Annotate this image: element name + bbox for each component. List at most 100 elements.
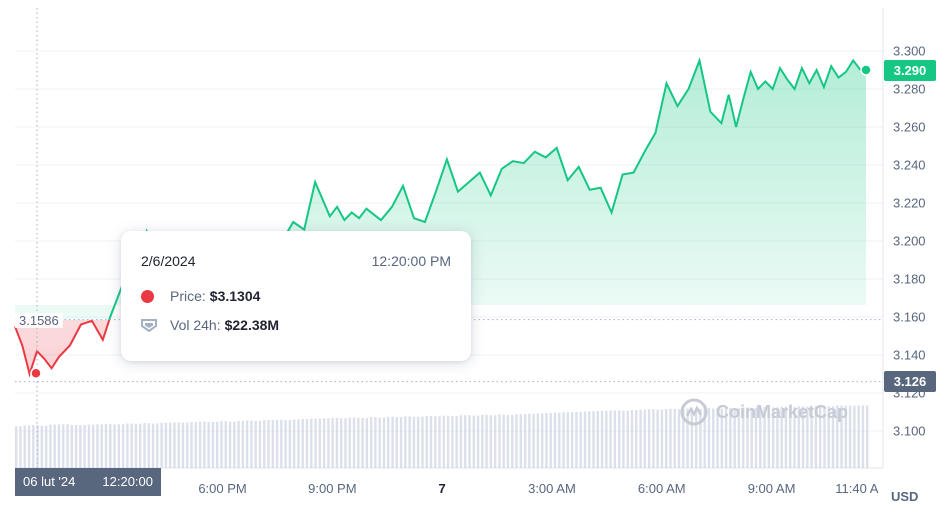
volume-bar bbox=[506, 414, 510, 468]
volume-bar bbox=[660, 409, 664, 468]
volume-bar bbox=[519, 414, 523, 468]
volume-bar bbox=[318, 418, 322, 468]
x-tick-label: 11:40 A bbox=[835, 481, 878, 496]
volume-bar bbox=[211, 422, 215, 468]
volume-bar bbox=[365, 417, 369, 468]
volume-bar bbox=[186, 422, 189, 468]
volume-bar bbox=[746, 407, 749, 468]
volume-bar bbox=[729, 407, 732, 468]
volume-bar bbox=[96, 424, 99, 468]
volume-bar bbox=[840, 405, 843, 468]
volume-bar bbox=[665, 408, 668, 468]
volume-bar bbox=[806, 406, 809, 468]
volume-bar bbox=[151, 423, 155, 468]
volume-bar bbox=[451, 416, 454, 468]
volume-bar bbox=[399, 417, 403, 468]
x-axis: 6:00 PM 9:00 PM 7 3:00 AM 6:00 AM 9:00 AM 11:4… bbox=[198, 481, 878, 496]
y-tick-label: 3.220 bbox=[893, 196, 926, 211]
volume-bar bbox=[19, 426, 22, 468]
x-tick-label: 9:00 AM bbox=[748, 481, 796, 496]
volume-bar bbox=[271, 420, 274, 468]
volume-bar bbox=[352, 417, 356, 468]
volume-bar bbox=[814, 405, 818, 468]
volume-bar bbox=[344, 418, 347, 468]
volume-bar bbox=[83, 425, 86, 468]
volume-bar bbox=[605, 410, 608, 468]
price-dot-icon bbox=[141, 289, 154, 303]
volume-bar bbox=[707, 408, 711, 468]
volume-bar bbox=[699, 408, 702, 468]
volume-bar bbox=[27, 425, 31, 468]
volume-bar bbox=[622, 410, 625, 468]
volume-bar bbox=[754, 407, 758, 468]
volume-bars bbox=[15, 405, 869, 468]
volume-bar bbox=[455, 416, 458, 468]
volume-bar bbox=[759, 407, 762, 468]
volume-bar bbox=[425, 416, 428, 468]
volume-bar bbox=[592, 411, 595, 468]
volume-bar bbox=[408, 416, 411, 468]
volume-bar bbox=[104, 423, 108, 468]
volume-bar bbox=[853, 405, 856, 468]
x-tick-label: 3:00 AM bbox=[528, 481, 576, 496]
volume-bar bbox=[570, 412, 574, 468]
volume-bar bbox=[361, 417, 364, 468]
volume-icon bbox=[141, 319, 157, 332]
volume-bar bbox=[62, 424, 65, 468]
volume-bar bbox=[823, 405, 826, 468]
volume-bar bbox=[600, 410, 604, 468]
volume-bar bbox=[493, 415, 497, 468]
volume-bar bbox=[635, 410, 638, 468]
volume-bar bbox=[23, 425, 26, 468]
price-area-down bbox=[15, 320, 110, 374]
volume-bar bbox=[639, 409, 642, 468]
volume-bar bbox=[831, 406, 835, 468]
volume-bar bbox=[267, 420, 270, 468]
volume-bar bbox=[549, 413, 552, 468]
volume-bar bbox=[438, 416, 441, 468]
volume-bar bbox=[750, 407, 753, 468]
volume-bar bbox=[181, 422, 185, 468]
volume-bar bbox=[391, 416, 394, 468]
tooltip-volume-label: Vol 24h: bbox=[170, 317, 221, 333]
volume-bar bbox=[446, 415, 450, 468]
volume-bar bbox=[194, 422, 198, 468]
volume-bar bbox=[677, 409, 681, 468]
volume-bar bbox=[374, 417, 377, 468]
price-tooltip: 2/6/2024 12:20:00 PM Price: $3.1304 Vol … bbox=[121, 231, 471, 361]
y-tick-label: 3.200 bbox=[893, 234, 926, 249]
y-tick-label: 3.300 bbox=[893, 44, 926, 59]
volume-bar bbox=[40, 425, 44, 468]
volume-bar bbox=[481, 414, 484, 468]
volume-bar bbox=[233, 421, 236, 468]
volume-bar bbox=[784, 406, 788, 468]
volume-bar bbox=[861, 405, 865, 468]
volume-bar bbox=[74, 425, 78, 468]
y-tick-label: 3.280 bbox=[893, 82, 926, 97]
crosshair-date: 06 lut '24 bbox=[23, 474, 76, 489]
tooltip-time: 12:20:00 PM bbox=[371, 253, 451, 269]
volume-bar bbox=[716, 408, 719, 468]
volume-bar bbox=[164, 422, 168, 468]
open-price-label: 3.1586 bbox=[15, 313, 63, 328]
watermark: CoinMarketCap bbox=[680, 398, 848, 426]
current-price-marker bbox=[860, 64, 872, 76]
volume-bar bbox=[198, 421, 202, 468]
volume-bar bbox=[305, 419, 309, 468]
volume-bar bbox=[643, 409, 647, 468]
volume-bar bbox=[280, 419, 283, 468]
volume-bar bbox=[866, 405, 869, 468]
volume-bar bbox=[314, 418, 317, 468]
volume-bar bbox=[464, 415, 467, 468]
volume-bar bbox=[767, 407, 771, 468]
volume-bar bbox=[733, 408, 736, 468]
volume-bar bbox=[121, 424, 125, 468]
volume-bar bbox=[780, 406, 783, 468]
volume-bar bbox=[335, 417, 339, 468]
volume-bar bbox=[776, 407, 779, 468]
x-tick-label: 9:00 PM bbox=[308, 481, 356, 496]
volume-bar bbox=[203, 421, 206, 468]
volume-bar bbox=[468, 415, 471, 468]
volume-bar bbox=[476, 415, 480, 468]
volume-bar bbox=[793, 407, 796, 468]
